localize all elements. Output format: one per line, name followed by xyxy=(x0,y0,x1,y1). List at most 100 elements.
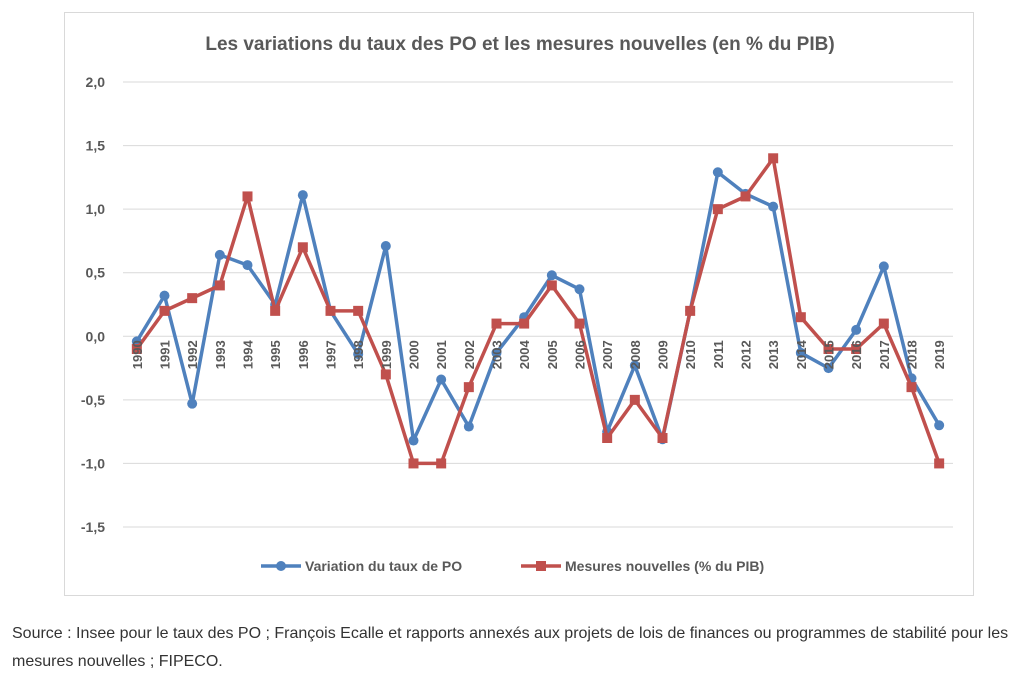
data-point xyxy=(629,394,640,405)
x-tick-label: 1999 xyxy=(379,340,394,369)
x-tick-label: 1991 xyxy=(158,340,173,369)
data-point xyxy=(574,284,585,295)
x-tick-label: 2002 xyxy=(462,340,477,369)
data-point xyxy=(768,153,779,164)
data-point xyxy=(878,318,889,329)
data-point xyxy=(851,344,862,354)
legend-item: Mesures nouvelles (% du PIB) xyxy=(521,558,764,574)
data-point xyxy=(353,349,364,360)
series-2 xyxy=(131,153,945,469)
source-note: Source : Insee pour le taux des PO ; Fra… xyxy=(12,625,1009,670)
legend: Variation du taux de PO Mesures nouvelles… xyxy=(261,558,764,574)
data-point xyxy=(851,324,862,335)
x-tick-label: 2006 xyxy=(573,340,588,369)
data-point xyxy=(187,398,198,409)
data-point xyxy=(214,249,225,260)
data-point xyxy=(408,435,419,446)
x-tick-label: 2012 xyxy=(739,340,754,369)
data-point xyxy=(546,270,557,281)
data-point xyxy=(436,458,447,469)
legend-marker xyxy=(536,561,546,571)
data-point xyxy=(297,190,308,201)
x-tick-label: 2004 xyxy=(517,340,532,370)
y-tick-label: 1,0 xyxy=(86,201,106,217)
data-point xyxy=(270,305,281,316)
x-tick-label: 2007 xyxy=(600,340,615,369)
x-axis-ticks: 1990 1991 1992 1993 1994 1995 1996 1997 1998 1999… xyxy=(130,340,947,370)
x-tick-label: 2011 xyxy=(711,340,726,368)
x-tick-label: 1997 xyxy=(324,340,339,369)
data-point xyxy=(934,420,945,431)
x-tick-label: 2009 xyxy=(656,340,671,369)
data-point xyxy=(602,433,613,443)
data-point xyxy=(712,167,723,178)
x-tick-label: 1996 xyxy=(296,340,311,369)
line-chart: Les variations du taux des PO et les mes… xyxy=(81,34,953,574)
x-tick-label: 2010 xyxy=(683,340,698,369)
series-layer xyxy=(131,153,945,469)
data-point xyxy=(740,191,751,202)
y-axis-ticks: 2,0 1,5 1,0 0,5 0,0 -0,5 -1,0 -1,5 xyxy=(81,74,105,535)
chart-title: Les variations du taux des PO et les mes… xyxy=(205,34,834,55)
data-point xyxy=(795,347,806,358)
data-point xyxy=(712,204,723,215)
series-line xyxy=(135,156,941,466)
x-tick-label: 2005 xyxy=(545,340,560,369)
data-point xyxy=(131,344,142,354)
data-point xyxy=(242,191,253,202)
x-tick-label: 1995 xyxy=(268,340,283,369)
data-point xyxy=(574,318,585,329)
x-tick-label: 2000 xyxy=(407,340,422,369)
y-tick-label: -0,5 xyxy=(81,392,105,408)
data-point xyxy=(519,318,530,329)
x-tick-label: 1993 xyxy=(213,340,228,369)
data-point xyxy=(906,382,917,393)
x-tick-label: 2008 xyxy=(628,340,643,369)
x-tick-label: 2014 xyxy=(794,340,809,370)
data-point xyxy=(380,369,391,380)
data-point xyxy=(657,433,668,443)
data-point xyxy=(934,458,945,469)
legend-item: Variation du taux de PO xyxy=(261,558,462,574)
y-tick-label: 0,5 xyxy=(86,265,106,281)
data-point xyxy=(187,293,198,304)
chart-frame: Les variations du taux des PO et les mes… xyxy=(64,12,974,596)
data-point xyxy=(159,305,170,316)
x-tick-label: 2015 xyxy=(822,340,837,369)
y-tick-label: 2,0 xyxy=(86,74,106,90)
y-tick-label: 1,5 xyxy=(86,138,106,154)
data-point xyxy=(629,360,640,371)
data-point xyxy=(823,363,834,374)
data-point xyxy=(491,318,502,329)
data-point xyxy=(491,347,502,358)
y-tick-label: 0,0 xyxy=(86,328,106,344)
x-tick-label: 1990 xyxy=(130,340,145,369)
data-point xyxy=(436,374,447,385)
y-tick-label: -1,5 xyxy=(81,519,105,535)
x-tick-label: 2017 xyxy=(877,340,892,369)
x-tick-label: 2016 xyxy=(849,340,864,369)
data-point xyxy=(380,241,391,252)
x-tick-label: 2018 xyxy=(905,340,920,369)
data-point xyxy=(878,261,889,272)
y-tick-label: -1,0 xyxy=(81,455,105,471)
data-point xyxy=(159,290,170,301)
x-tick-label: 2013 xyxy=(766,340,781,369)
data-point xyxy=(463,382,474,393)
x-tick-label: 1994 xyxy=(241,340,256,370)
data-point xyxy=(214,280,225,291)
data-point xyxy=(823,344,834,354)
data-point xyxy=(297,242,308,253)
data-point xyxy=(242,260,253,271)
x-tick-label: 1998 xyxy=(351,340,366,369)
gridlines xyxy=(123,81,953,528)
data-point xyxy=(768,201,779,212)
x-tick-label: 2001 xyxy=(434,340,449,369)
x-tick-label: 2003 xyxy=(490,340,505,369)
data-point xyxy=(795,312,806,323)
data-point xyxy=(685,305,696,316)
legend-marker xyxy=(276,561,286,571)
legend-label: Variation du taux de PO xyxy=(305,558,462,574)
x-tick-label: 2019 xyxy=(932,340,947,369)
data-point xyxy=(353,305,364,316)
